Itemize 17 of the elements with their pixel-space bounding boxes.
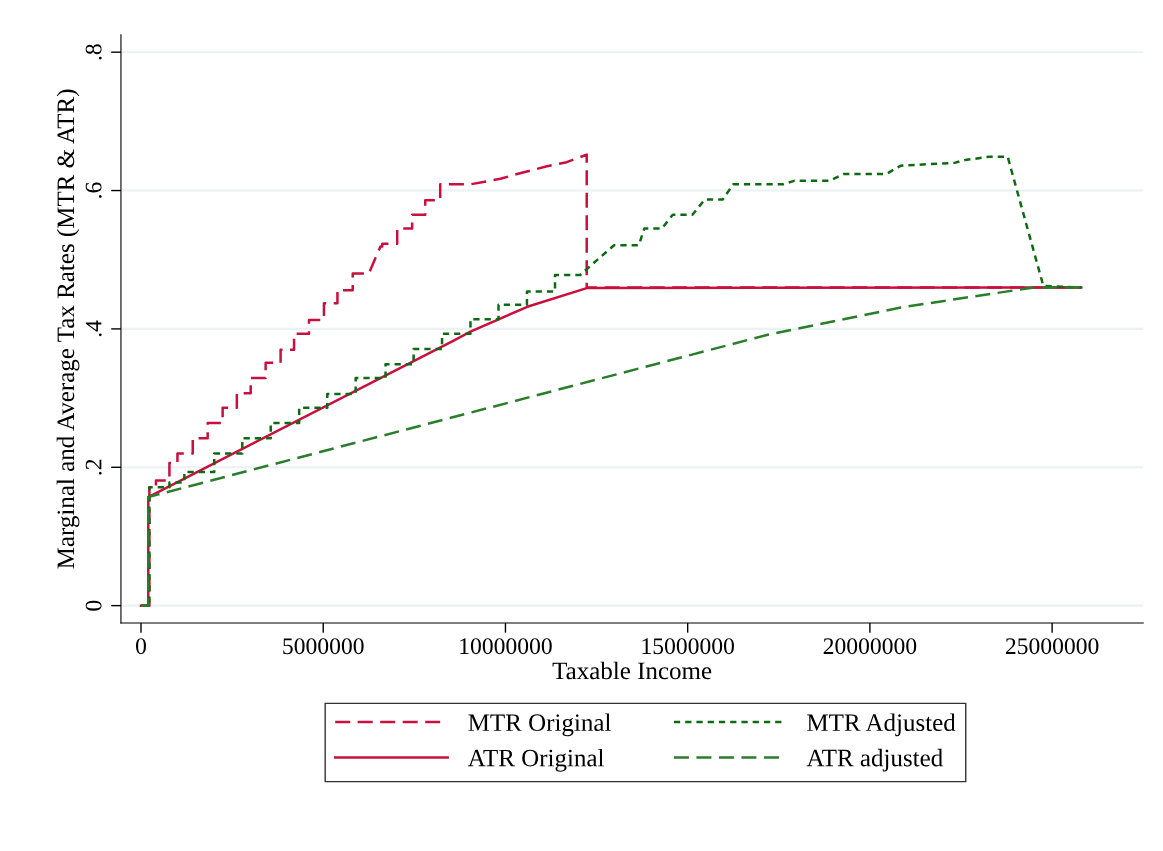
y-axis-title: Marginal and Average Tax Rates (MTR & ATR): [56, 89, 80, 569]
legend-label: MTR Original: [468, 713, 611, 737]
x-tick-label: 15000000: [642, 638, 734, 655]
x-tick-label: 25000000: [1005, 638, 1099, 655]
x-tick-label: 5000000: [283, 638, 364, 655]
y-tick-label: .8: [85, 44, 102, 60]
legend-label: ATR Original: [467, 748, 604, 772]
x-tick-label: 20000000: [823, 638, 917, 655]
y-tick-label: 0: [85, 600, 102, 611]
x-tick-label: 10000000: [460, 638, 552, 655]
y-tick-label: .2: [85, 459, 102, 475]
y-tick-label: .4: [85, 320, 102, 337]
legend-label: ATR adjusted: [806, 748, 943, 772]
x-tick-label: 0: [135, 638, 146, 655]
x-axis-title: Taxable Income: [552, 661, 712, 680]
y-tick-label: .6: [85, 182, 102, 198]
legend-label: MTR Adjusted: [807, 713, 956, 737]
